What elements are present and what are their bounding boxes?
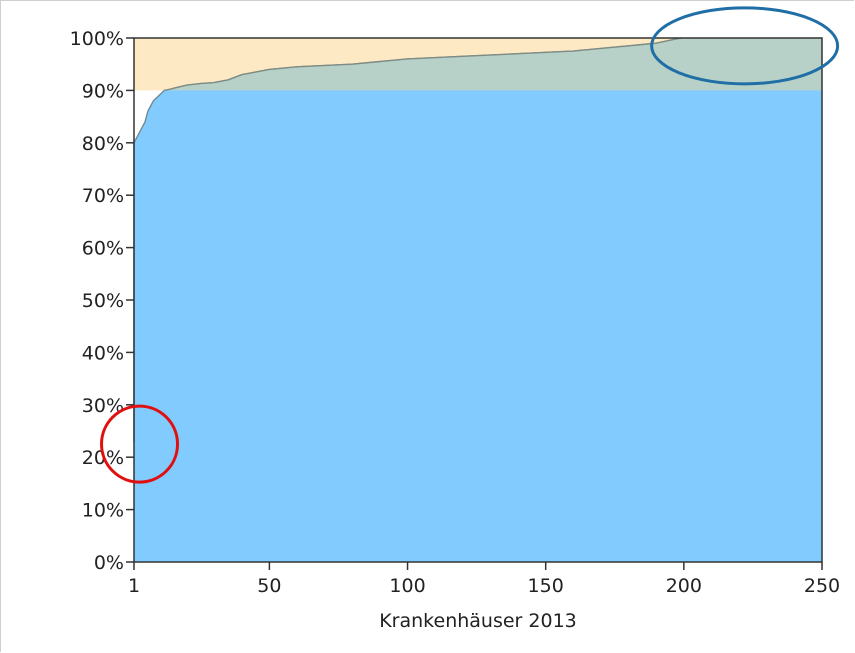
y-tick-label-40: 40% [82, 342, 124, 364]
x-tick-label-50: 50 [257, 575, 281, 597]
annotation-ellipse-0 [100, 404, 180, 484]
ticks-layer: 0%10%20%30%40%50%60%70%80%90%100%1 50 100 1… [70, 28, 840, 597]
y-tick-label-30: 30% [82, 395, 124, 417]
annotation-layer [100, 6, 840, 484]
y-tick-label-50: 50% [82, 290, 124, 312]
x-tick-label-1: 1 [128, 575, 140, 597]
x-tick-label-250: 250 [804, 575, 840, 597]
x-tick-label-200: 200 [666, 575, 702, 597]
y-tick-label-90: 90% [82, 80, 124, 102]
y-tick-label-70: 70% [82, 185, 124, 207]
y-tick-label-100: 100% [70, 28, 124, 50]
y-tick-label-0: 0% [94, 552, 124, 574]
series-line-overlap-0-0 [163, 38, 682, 91]
y-tick-label-10: 10% [82, 500, 124, 522]
x-tick-label-150: 150 [528, 575, 564, 597]
y-tick-label-80: 80% [82, 133, 124, 155]
series-area-0 [134, 38, 822, 562]
y-tick-label-60: 60% [82, 238, 124, 260]
x-axis-title: Krankenhäuser 2013 [379, 610, 577, 632]
series-layer [133, 37, 822, 562]
series-band-overlap-0-0 [164, 38, 822, 91]
annotation-ellipse-1 [650, 6, 840, 86]
x-tick-label-100: 100 [389, 575, 425, 597]
